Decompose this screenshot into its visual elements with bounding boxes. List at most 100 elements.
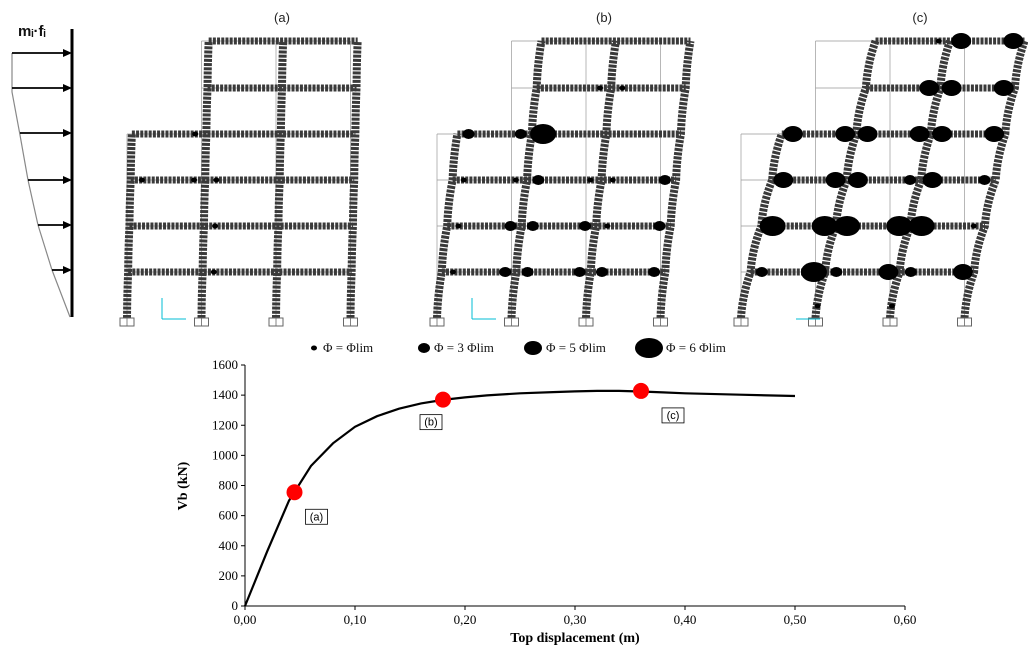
point-label-box — [419, 414, 443, 431]
axis-ticks: 0,00 0,10 0,20 0,30 0,40 0,50 0,60 0 200 400 600 80… — [212, 357, 916, 627]
plastic-hinge — [530, 124, 557, 144]
y-tick-label: 1600 — [212, 357, 238, 372]
plastic-hinge — [532, 175, 545, 185]
load-label: mᵢ·fᵢ — [18, 23, 46, 40]
x-tick-label: 0,00 — [234, 612, 257, 627]
plastic-hinge — [210, 269, 217, 275]
legend-label-phi-3lim: Φ = 3 Φlim — [434, 340, 494, 355]
deformed-frame — [123, 37, 362, 319]
plastic-hinge — [984, 126, 1005, 142]
capacity-curve — [243, 389, 796, 607]
x-axis-title: Top displacement (m) — [510, 631, 640, 646]
plastic-hinge — [212, 223, 219, 229]
frame-panel-a: (a) — [119, 10, 362, 327]
plastic-hinge — [908, 216, 935, 236]
legend-label-phi-6lim: Φ = 6 Φlim — [666, 340, 726, 355]
plastic-hinge — [579, 221, 592, 231]
performance-point — [286, 484, 303, 501]
plastic-hinge — [886, 216, 913, 236]
point-label: (b) — [424, 417, 437, 429]
plastic-hinge — [800, 262, 827, 282]
plastic-hinge — [825, 172, 846, 188]
plastic-hinge — [904, 175, 917, 185]
plastic-hinge — [878, 264, 899, 280]
plastic-hinge — [759, 216, 786, 236]
y-tick-label: 200 — [219, 568, 239, 583]
plastic-hinge — [521, 267, 534, 277]
plastic-hinge — [526, 221, 539, 231]
plastic-hinge — [512, 177, 519, 183]
plastic-hinge — [455, 223, 462, 229]
x-tick-label: 0,10 — [344, 612, 367, 627]
plastic-hinge — [604, 223, 611, 229]
plastic-hinge — [587, 177, 594, 183]
plastic-hinge — [847, 172, 868, 188]
plastic-hinge — [993, 80, 1014, 96]
y-tick-label: 400 — [219, 538, 239, 553]
panel-label-b: (b) — [596, 10, 612, 25]
hinge-legend: Φ = Φlim Φ = 3 Φlim Φ = 5 Φlim Φ = 6 Φli… — [311, 338, 726, 358]
x-tick-label: 0,40 — [674, 612, 697, 627]
plastic-hinge — [499, 267, 512, 277]
load-arrowhead — [63, 49, 72, 57]
load-envelope — [11, 53, 71, 318]
legend-label-phi-lim: Φ = Φlim — [323, 340, 373, 355]
point-label-box — [661, 407, 685, 424]
y-axis-title: Vb (kN) — [176, 461, 191, 510]
plastic-hinge — [460, 177, 467, 183]
x-tick-label: 0,20 — [454, 612, 477, 627]
column — [123, 133, 136, 319]
y-tick-label: 0 — [232, 598, 239, 613]
y-tick-label: 600 — [219, 508, 239, 523]
plastic-hinge — [889, 303, 895, 309]
load-arrowhead — [63, 221, 72, 229]
load-arrowhead — [63, 84, 72, 92]
legend-marker-phi-3lim — [418, 343, 430, 353]
frame-panel-b: (b) — [429, 10, 695, 327]
plastic-hinge — [922, 172, 943, 188]
x-tick-label: 0,60 — [894, 612, 917, 627]
plastic-hinge — [773, 172, 794, 188]
frame-panel-c: (c) — [733, 10, 1028, 327]
plastic-hinge — [814, 303, 821, 309]
x-tick-label: 0,50 — [784, 612, 807, 627]
plastic-hinge — [462, 129, 475, 139]
load-arrowhead — [63, 176, 72, 184]
load-arrowhead — [63, 266, 72, 274]
plastic-hinge — [213, 177, 220, 183]
plastic-hinge — [835, 126, 856, 142]
point-label-box — [305, 508, 328, 525]
plastic-hinge — [931, 126, 952, 142]
plastic-hinge — [1003, 33, 1024, 49]
legend-marker-phi-6lim — [635, 338, 663, 358]
plastic-hinge — [941, 80, 962, 96]
plastic-hinge — [935, 38, 942, 44]
x-tick-label: 0,30 — [564, 612, 587, 627]
pushover-chart: 0,00 0,10 0,20 0,30 0,40 0,50 0,60 0 200 400 600 80… — [176, 357, 916, 646]
plastic-hinge — [573, 267, 586, 277]
plastic-hinge — [653, 221, 666, 231]
performance-points: (a) (b) (c) — [286, 382, 685, 525]
load-arrowhead — [63, 129, 72, 137]
performance-point — [633, 382, 649, 399]
y-tick-label: 800 — [219, 478, 239, 493]
plastic-hinge — [138, 177, 145, 183]
plastic-hinge — [449, 269, 456, 275]
plastic-hinge — [857, 126, 878, 142]
y-tick-label: 1000 — [212, 447, 238, 462]
plastic-hinge — [952, 264, 973, 280]
plastic-hinge — [811, 216, 838, 236]
deformed-frame — [433, 37, 695, 319]
panel-label-c: (c) — [912, 10, 927, 25]
plastic-hinge — [904, 267, 917, 277]
plastic-hinge — [830, 267, 843, 277]
plastic-hinge — [782, 126, 803, 142]
plastic-hinge — [919, 80, 940, 96]
plastic-hinge — [909, 126, 930, 142]
point-label: (c) — [667, 410, 680, 422]
y-tick-label: 1200 — [212, 417, 238, 432]
legend-marker-phi-lim — [311, 345, 317, 351]
plastic-hinge — [648, 267, 661, 277]
plastic-hinge — [978, 175, 991, 185]
